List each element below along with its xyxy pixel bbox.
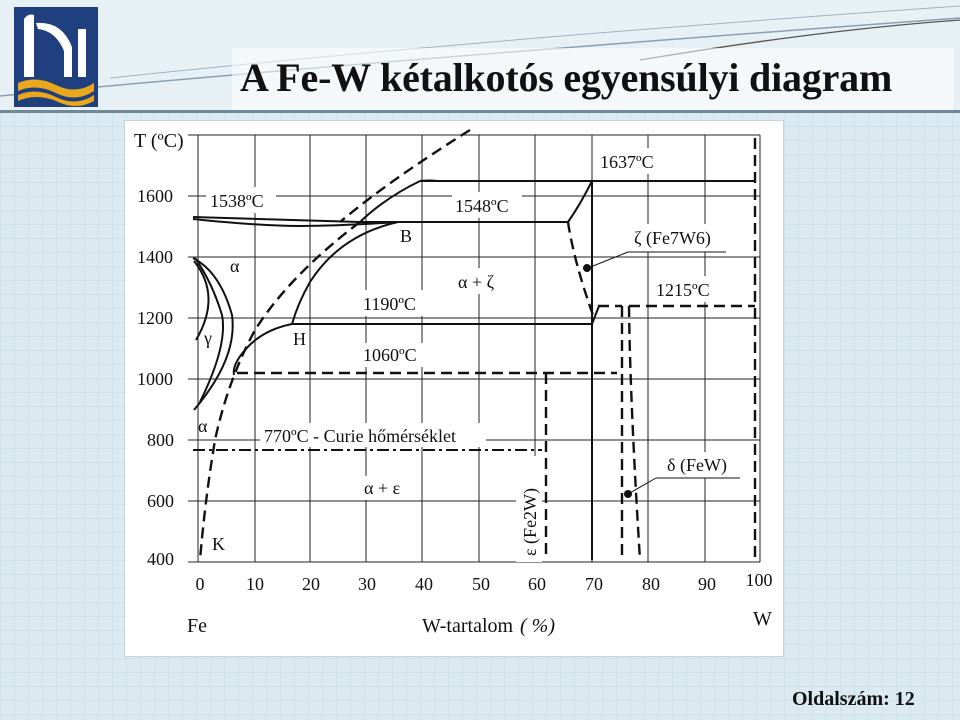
temp-label-1637: 1637ºC xyxy=(600,152,654,172)
x-tick-label: 20 xyxy=(302,574,320,594)
slide-title: A Fe-W kétalkotós egyensúlyi diagram xyxy=(240,55,893,100)
title-divider xyxy=(0,110,960,113)
x-tick-labels: 0 10 20 30 40 50 60 70 80 90 100 xyxy=(196,570,773,594)
x-tick-label: 80 xyxy=(642,574,660,594)
x-tick-label: 10 xyxy=(246,574,264,594)
phase-label-alpha-low: α xyxy=(198,416,208,436)
point-label-h: H xyxy=(293,329,306,349)
university-logo xyxy=(14,7,98,107)
point-label-b: B xyxy=(400,226,412,246)
phase-diagram: 1600 1400 1200 1000 800 600 400 T (ºC) 0… xyxy=(134,128,773,637)
y-tick-label: 1600 xyxy=(137,186,173,206)
phase-label-alpha-zeta: α + ζ xyxy=(458,272,495,292)
phase-label-delta: δ (FeW) xyxy=(667,455,727,476)
x-axis-label: W-tartalom xyxy=(422,615,514,637)
temp-label-1190: 1190ºC xyxy=(363,294,416,314)
x-tick-label: 70 xyxy=(585,574,603,594)
phase-label-alpha-epsilon: α + ε xyxy=(364,478,401,498)
phase-region-labels: α γ α B H K α + ζ α + ε ζ (Fe7W6) δ (FeW… xyxy=(198,226,727,556)
zeta-phase-marker xyxy=(583,264,591,272)
dashed-lines xyxy=(198,128,757,561)
y-tick-label: 400 xyxy=(147,549,174,569)
x-tick-label: 50 xyxy=(472,574,490,594)
y-tick-label: 1400 xyxy=(137,247,173,267)
temperature-labels: 1637ºC 1538ºC 1548ºC 1190ºC 1215ºC 1060º… xyxy=(210,152,710,446)
x-tick-label: 100 xyxy=(746,570,773,590)
x-left-element-label: Fe xyxy=(187,615,207,637)
phase-label-epsilon: ε (Fe2W) xyxy=(520,488,541,556)
delta-phase-marker xyxy=(624,490,632,498)
y-axis-label: T (ºC) xyxy=(134,130,184,152)
curie-label: 770ºC - Curie hőmérséklet xyxy=(264,426,456,446)
y-tick-label: 1000 xyxy=(137,369,173,389)
temp-label-1215: 1215ºC xyxy=(656,280,710,300)
temp-label-1548: 1548ºC xyxy=(455,196,509,216)
page-number: Oldalszám: 12 xyxy=(792,688,915,710)
x-axis-unit: ( %) xyxy=(520,615,555,637)
phase-label-zeta: ζ (Fe7W6) xyxy=(634,228,711,249)
x-tick-label: 60 xyxy=(528,574,546,594)
y-tick-label: 600 xyxy=(147,491,174,511)
x-tick-label: 30 xyxy=(358,574,376,594)
leader-lines xyxy=(587,251,740,495)
phase-label-alpha-top: α xyxy=(230,256,240,276)
y-tick-label: 1200 xyxy=(137,308,173,328)
temp-label-1060: 1060ºC xyxy=(363,345,417,365)
point-label-k: K xyxy=(212,534,225,554)
x-tick-label: 90 xyxy=(698,574,716,594)
temp-label-1538: 1538ºC xyxy=(210,191,264,211)
x-tick-label: 0 xyxy=(196,574,205,594)
y-tick-labels: 1600 1400 1200 1000 800 600 400 xyxy=(137,186,174,569)
y-tick-label: 800 xyxy=(147,430,174,450)
x-right-element-label: W xyxy=(753,608,772,630)
label-masks xyxy=(206,148,737,562)
phase-lines xyxy=(192,179,755,560)
x-tick-label: 40 xyxy=(415,574,433,594)
phase-label-gamma: γ xyxy=(203,328,212,348)
